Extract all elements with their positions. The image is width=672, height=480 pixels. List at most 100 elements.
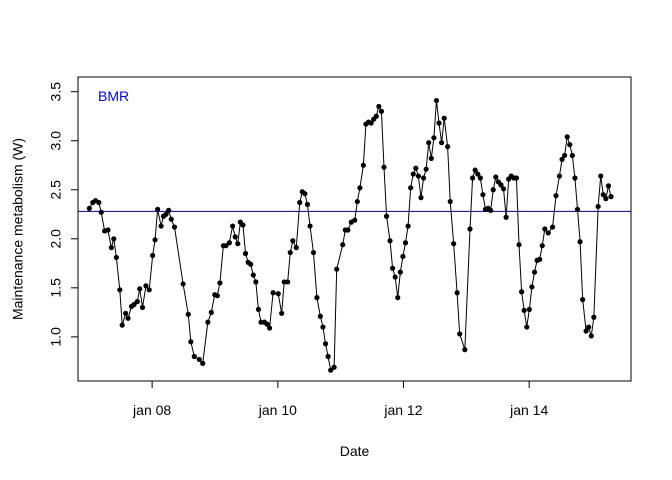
data-point xyxy=(569,152,575,159)
data-point xyxy=(428,155,434,161)
data-point xyxy=(559,156,565,162)
data-point xyxy=(376,103,382,110)
data-point xyxy=(472,167,478,173)
data-point xyxy=(146,287,152,293)
data-point xyxy=(562,152,568,159)
data-point xyxy=(155,206,161,212)
data-point xyxy=(113,254,119,261)
data-point xyxy=(285,279,291,285)
data-point xyxy=(188,339,194,345)
data-point xyxy=(488,207,494,213)
x-tick-label: jan 08 xyxy=(132,402,171,418)
data-point xyxy=(143,283,149,289)
y-tick-label: 2.0 xyxy=(48,229,64,249)
data-point xyxy=(526,306,532,313)
data-point xyxy=(334,266,340,272)
data-point xyxy=(310,249,317,256)
data-point xyxy=(163,211,169,217)
data-point xyxy=(402,240,409,246)
data-point xyxy=(325,353,331,360)
data-point xyxy=(381,164,387,170)
data-point xyxy=(531,269,538,275)
x-tick-label: jan 14 xyxy=(509,402,548,418)
data-point xyxy=(373,113,379,119)
data-point xyxy=(240,222,246,228)
data-point xyxy=(600,192,606,198)
data-point xyxy=(475,171,481,177)
data-point xyxy=(598,173,604,179)
data-point xyxy=(408,185,414,191)
data-point xyxy=(542,226,548,232)
data-point xyxy=(595,203,601,210)
data-point xyxy=(567,142,573,148)
data-point xyxy=(521,307,527,313)
data-point xyxy=(117,287,123,293)
y-tick-label: 1.5 xyxy=(48,278,64,298)
data-point xyxy=(191,353,197,360)
data-point xyxy=(302,191,308,197)
data-point xyxy=(352,217,358,223)
data-point xyxy=(420,175,427,181)
data-point xyxy=(314,295,320,301)
data-point xyxy=(214,293,220,299)
data-point xyxy=(152,237,158,243)
data-point xyxy=(331,364,337,370)
data-point xyxy=(297,199,303,206)
data-point xyxy=(519,289,525,295)
data-point xyxy=(108,245,114,251)
data-point xyxy=(378,108,385,114)
data-point xyxy=(200,360,206,366)
data-point xyxy=(574,206,581,212)
data-point xyxy=(577,239,583,245)
data-point xyxy=(454,290,460,296)
data-point xyxy=(605,183,612,189)
data-point xyxy=(383,213,390,219)
data-point xyxy=(275,291,281,297)
data-point xyxy=(287,249,293,256)
data-point xyxy=(279,310,285,316)
data-point xyxy=(205,319,211,325)
data-point xyxy=(340,242,346,248)
data-point xyxy=(307,223,313,229)
data-point xyxy=(223,243,229,249)
series-line xyxy=(88,100,612,372)
x-axis: jan 08 jan 10 jan 12 jan 14 xyxy=(132,380,548,418)
data-point xyxy=(134,298,140,305)
data-point xyxy=(498,182,504,188)
data-point xyxy=(226,240,232,246)
data-point xyxy=(537,256,543,262)
data-point xyxy=(217,280,223,286)
data-point xyxy=(392,274,398,280)
data-point xyxy=(270,290,276,296)
data-point xyxy=(253,279,259,285)
data-point xyxy=(304,201,311,208)
data-point xyxy=(119,322,125,328)
data-point xyxy=(230,223,236,229)
data-point xyxy=(445,144,451,150)
data-point xyxy=(180,281,186,287)
data-point xyxy=(105,227,111,233)
data-point xyxy=(293,245,299,251)
data-point xyxy=(86,205,92,212)
data-point xyxy=(586,324,592,330)
data-point xyxy=(235,241,241,247)
data-point xyxy=(441,115,447,121)
data-point xyxy=(410,171,416,177)
data-point xyxy=(158,223,164,229)
data-point xyxy=(415,173,421,179)
data-point xyxy=(357,185,363,191)
data-point xyxy=(439,140,445,146)
data-point xyxy=(208,309,214,315)
data-point xyxy=(328,367,334,373)
data-point xyxy=(400,253,406,260)
data-point xyxy=(588,333,594,339)
data-point xyxy=(125,315,131,321)
data-point xyxy=(98,209,104,215)
data-point xyxy=(433,97,440,104)
data-point xyxy=(431,135,437,141)
data-point xyxy=(139,304,146,311)
bmr-label: BMR xyxy=(98,88,129,104)
data-point xyxy=(166,207,172,213)
data-point xyxy=(467,226,473,232)
